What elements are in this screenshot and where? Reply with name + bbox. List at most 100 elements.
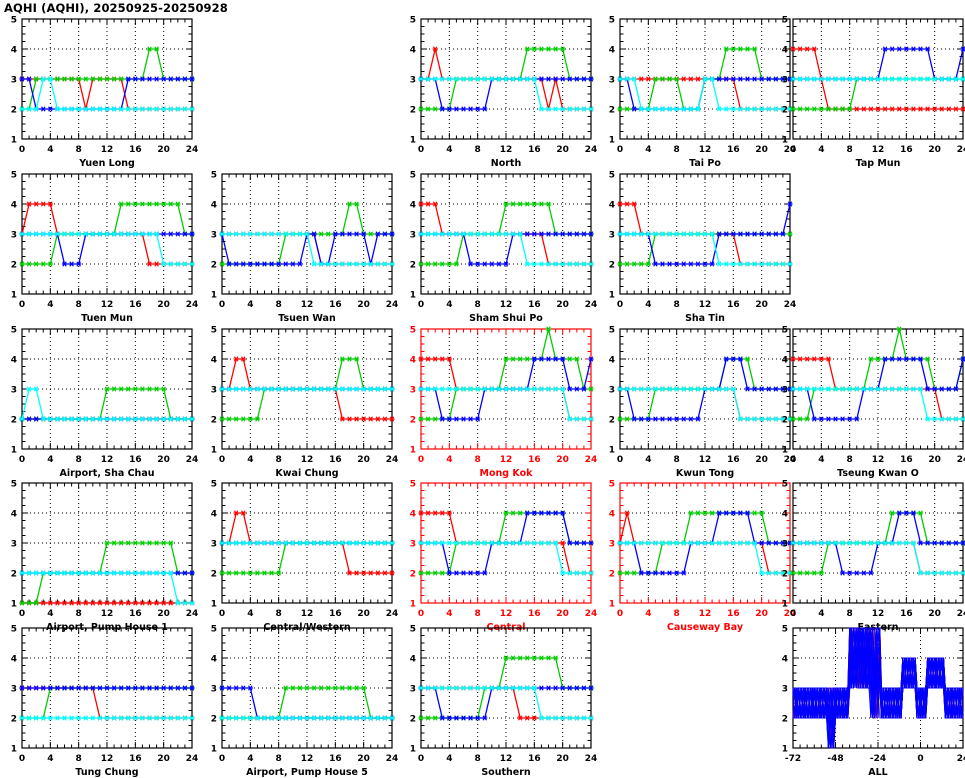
svg-text:1: 1 (782, 135, 788, 145)
svg-text:0: 0 (617, 145, 623, 155)
panel-title: Airport, Pump House 5 (246, 767, 368, 778)
svg-text:20: 20 (928, 145, 941, 155)
panel-title: Tseung Kwan O (837, 468, 919, 479)
svg-text:0: 0 (418, 145, 424, 155)
svg-text:4: 4 (645, 145, 651, 155)
svg-text:24: 24 (386, 300, 399, 310)
svg-text:5: 5 (782, 15, 788, 25)
svg-text:8: 8 (76, 300, 82, 310)
svg-text:20: 20 (157, 300, 170, 310)
svg-text:4: 4 (11, 200, 17, 210)
svg-text:4: 4 (47, 455, 53, 465)
svg-text:20: 20 (755, 300, 768, 310)
svg-text:24: 24 (585, 455, 598, 465)
svg-text:8: 8 (674, 455, 680, 465)
svg-text:16: 16 (329, 300, 342, 310)
svg-text:2: 2 (609, 260, 615, 270)
svg-text:8: 8 (475, 145, 481, 155)
panel-title: North (491, 158, 522, 169)
svg-text:1: 1 (609, 290, 615, 300)
svg-text:4: 4 (818, 145, 824, 155)
svg-text:8: 8 (76, 455, 82, 465)
panel-title: Tung Chung (75, 767, 138, 778)
svg-text:4: 4 (247, 455, 253, 465)
svg-text:4: 4 (645, 300, 651, 310)
svg-text:4: 4 (609, 355, 615, 365)
svg-text:24: 24 (585, 300, 598, 310)
svg-text:16: 16 (727, 145, 740, 155)
svg-text:0: 0 (19, 455, 25, 465)
svg-text:20: 20 (357, 455, 370, 465)
svg-text:12: 12 (301, 455, 314, 465)
svg-text:3: 3 (211, 230, 217, 240)
svg-text:2: 2 (609, 105, 615, 115)
svg-text:16: 16 (528, 455, 541, 465)
svg-text:1: 1 (609, 445, 615, 455)
panel-title: Sha Tin (685, 313, 725, 324)
svg-text:0: 0 (790, 145, 796, 155)
svg-text:4: 4 (211, 355, 217, 365)
svg-text:1: 1 (211, 290, 217, 300)
svg-text:4: 4 (247, 300, 253, 310)
panel-title: Kwun Tong (676, 468, 734, 479)
svg-text:2: 2 (11, 260, 17, 270)
svg-text:3: 3 (410, 385, 416, 395)
svg-text:3: 3 (782, 75, 788, 85)
svg-text:16: 16 (129, 145, 142, 155)
svg-text:8: 8 (475, 455, 481, 465)
svg-text:12: 12 (699, 300, 712, 310)
svg-text:4: 4 (446, 455, 452, 465)
svg-text:2: 2 (782, 105, 788, 115)
panel-title: Causeway Bay (667, 622, 744, 633)
svg-text:24: 24 (386, 455, 399, 465)
svg-text:2: 2 (609, 415, 615, 425)
svg-text:16: 16 (528, 300, 541, 310)
svg-text:5: 5 (11, 15, 17, 25)
chart-panel-eastern: 1234504812162024Eastern (771, 479, 965, 633)
svg-text:16: 16 (129, 300, 142, 310)
panel-title: Tuen Mun (81, 313, 133, 324)
svg-text:3: 3 (211, 385, 217, 395)
svg-text:20: 20 (755, 455, 768, 465)
svg-text:3: 3 (11, 75, 17, 85)
svg-text:1: 1 (211, 445, 217, 455)
svg-text:12: 12 (500, 300, 513, 310)
panel-title: Tsuen Wan (278, 313, 336, 324)
svg-text:4: 4 (410, 200, 416, 210)
svg-text:4: 4 (609, 45, 615, 55)
panel-title: Tai Po (689, 158, 721, 169)
svg-text:8: 8 (76, 145, 82, 155)
svg-text:12: 12 (872, 145, 885, 155)
svg-text:3: 3 (11, 385, 17, 395)
svg-text:4: 4 (11, 355, 17, 365)
svg-text:3: 3 (609, 385, 615, 395)
svg-text:1: 1 (410, 445, 416, 455)
svg-text:12: 12 (500, 455, 513, 465)
svg-text:20: 20 (357, 300, 370, 310)
svg-text:0: 0 (418, 300, 424, 310)
svg-text:16: 16 (129, 455, 142, 465)
svg-text:2: 2 (211, 415, 217, 425)
svg-text:5: 5 (410, 170, 416, 180)
svg-text:4: 4 (446, 145, 452, 155)
svg-text:4: 4 (211, 200, 217, 210)
svg-text:3: 3 (410, 230, 416, 240)
svg-text:20: 20 (157, 145, 170, 155)
svg-text:3: 3 (410, 75, 416, 85)
svg-text:1: 1 (11, 445, 17, 455)
svg-text:16: 16 (727, 455, 740, 465)
svg-text:12: 12 (101, 300, 114, 310)
